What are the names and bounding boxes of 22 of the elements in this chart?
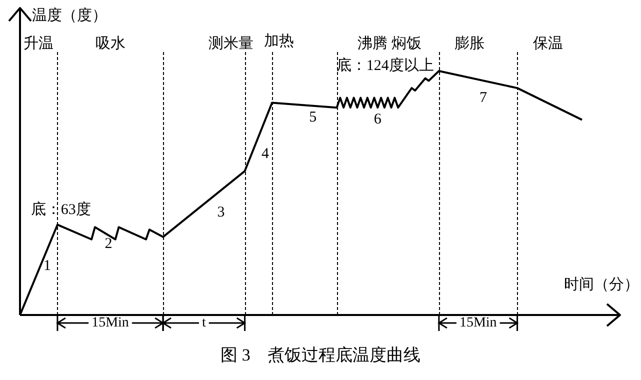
annotation: 3 — [217, 204, 225, 220]
x-axis-title: 时间（分） — [564, 276, 639, 293]
y-axis-title: 温度（度） — [32, 6, 107, 24]
text: 测米量 — [208, 35, 254, 52]
annotation: 7 — [479, 90, 488, 106]
text: 吸水 — [95, 35, 126, 52]
text: 升温 — [24, 35, 54, 52]
annotation: 底：63度 — [30, 201, 91, 218]
annotation: 1 — [44, 258, 51, 274]
annotation: 4 — [261, 146, 270, 162]
text: 图 3 煮饭过程底温度曲线 — [220, 345, 420, 364]
annotation: 5 — [309, 109, 317, 126]
text: t — [202, 316, 206, 331]
text: 加热 — [264, 32, 294, 50]
text: 15Min — [92, 316, 129, 331]
text: 沸腾 焖饭 — [358, 35, 422, 52]
annotation: 底：124度以上 — [336, 57, 434, 74]
annotation: 2 — [104, 236, 112, 252]
text: 膨胀 — [454, 35, 485, 52]
text: 保温 — [532, 35, 563, 52]
text: 15Min — [459, 316, 497, 331]
annotation: 6 — [374, 112, 382, 128]
